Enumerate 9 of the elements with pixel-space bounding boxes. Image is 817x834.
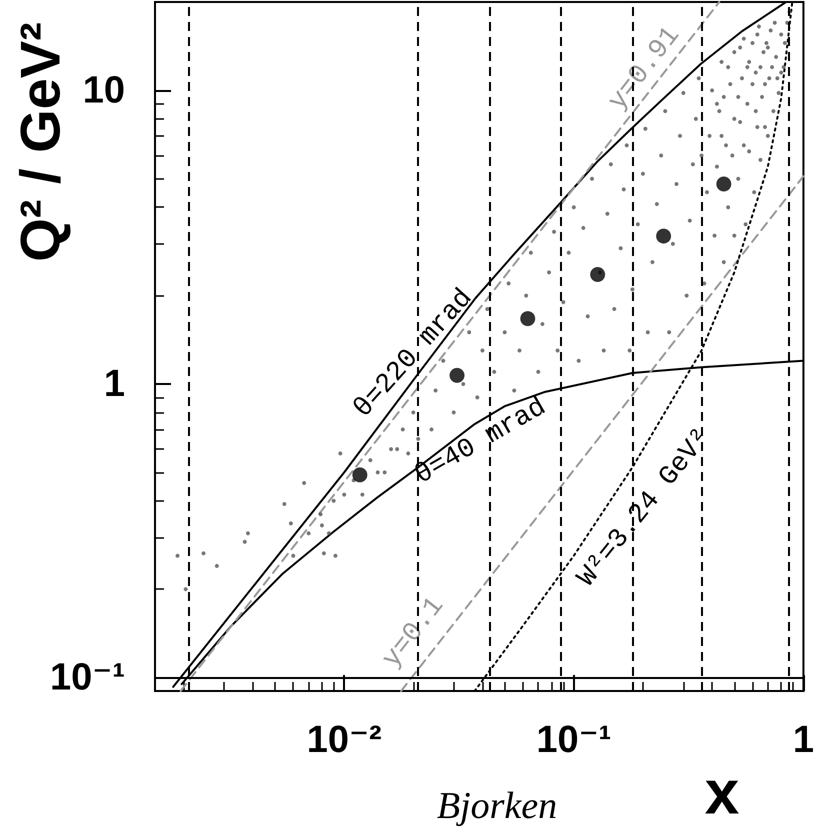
y-axis-title: Q² / GeV² (8, 22, 72, 262)
x-tick-label: 10⁻² (306, 719, 382, 761)
text: Bjorken (436, 785, 558, 827)
y-tick-label: 1 (104, 362, 125, 405)
x-tick-label: 1 (792, 719, 814, 761)
x-tick-label: 10⁻¹ (536, 719, 612, 761)
y-tick-label: 10 (82, 69, 125, 112)
y-tick-label: 10⁻¹ (50, 656, 125, 699)
x-axis-title: x (704, 758, 740, 828)
